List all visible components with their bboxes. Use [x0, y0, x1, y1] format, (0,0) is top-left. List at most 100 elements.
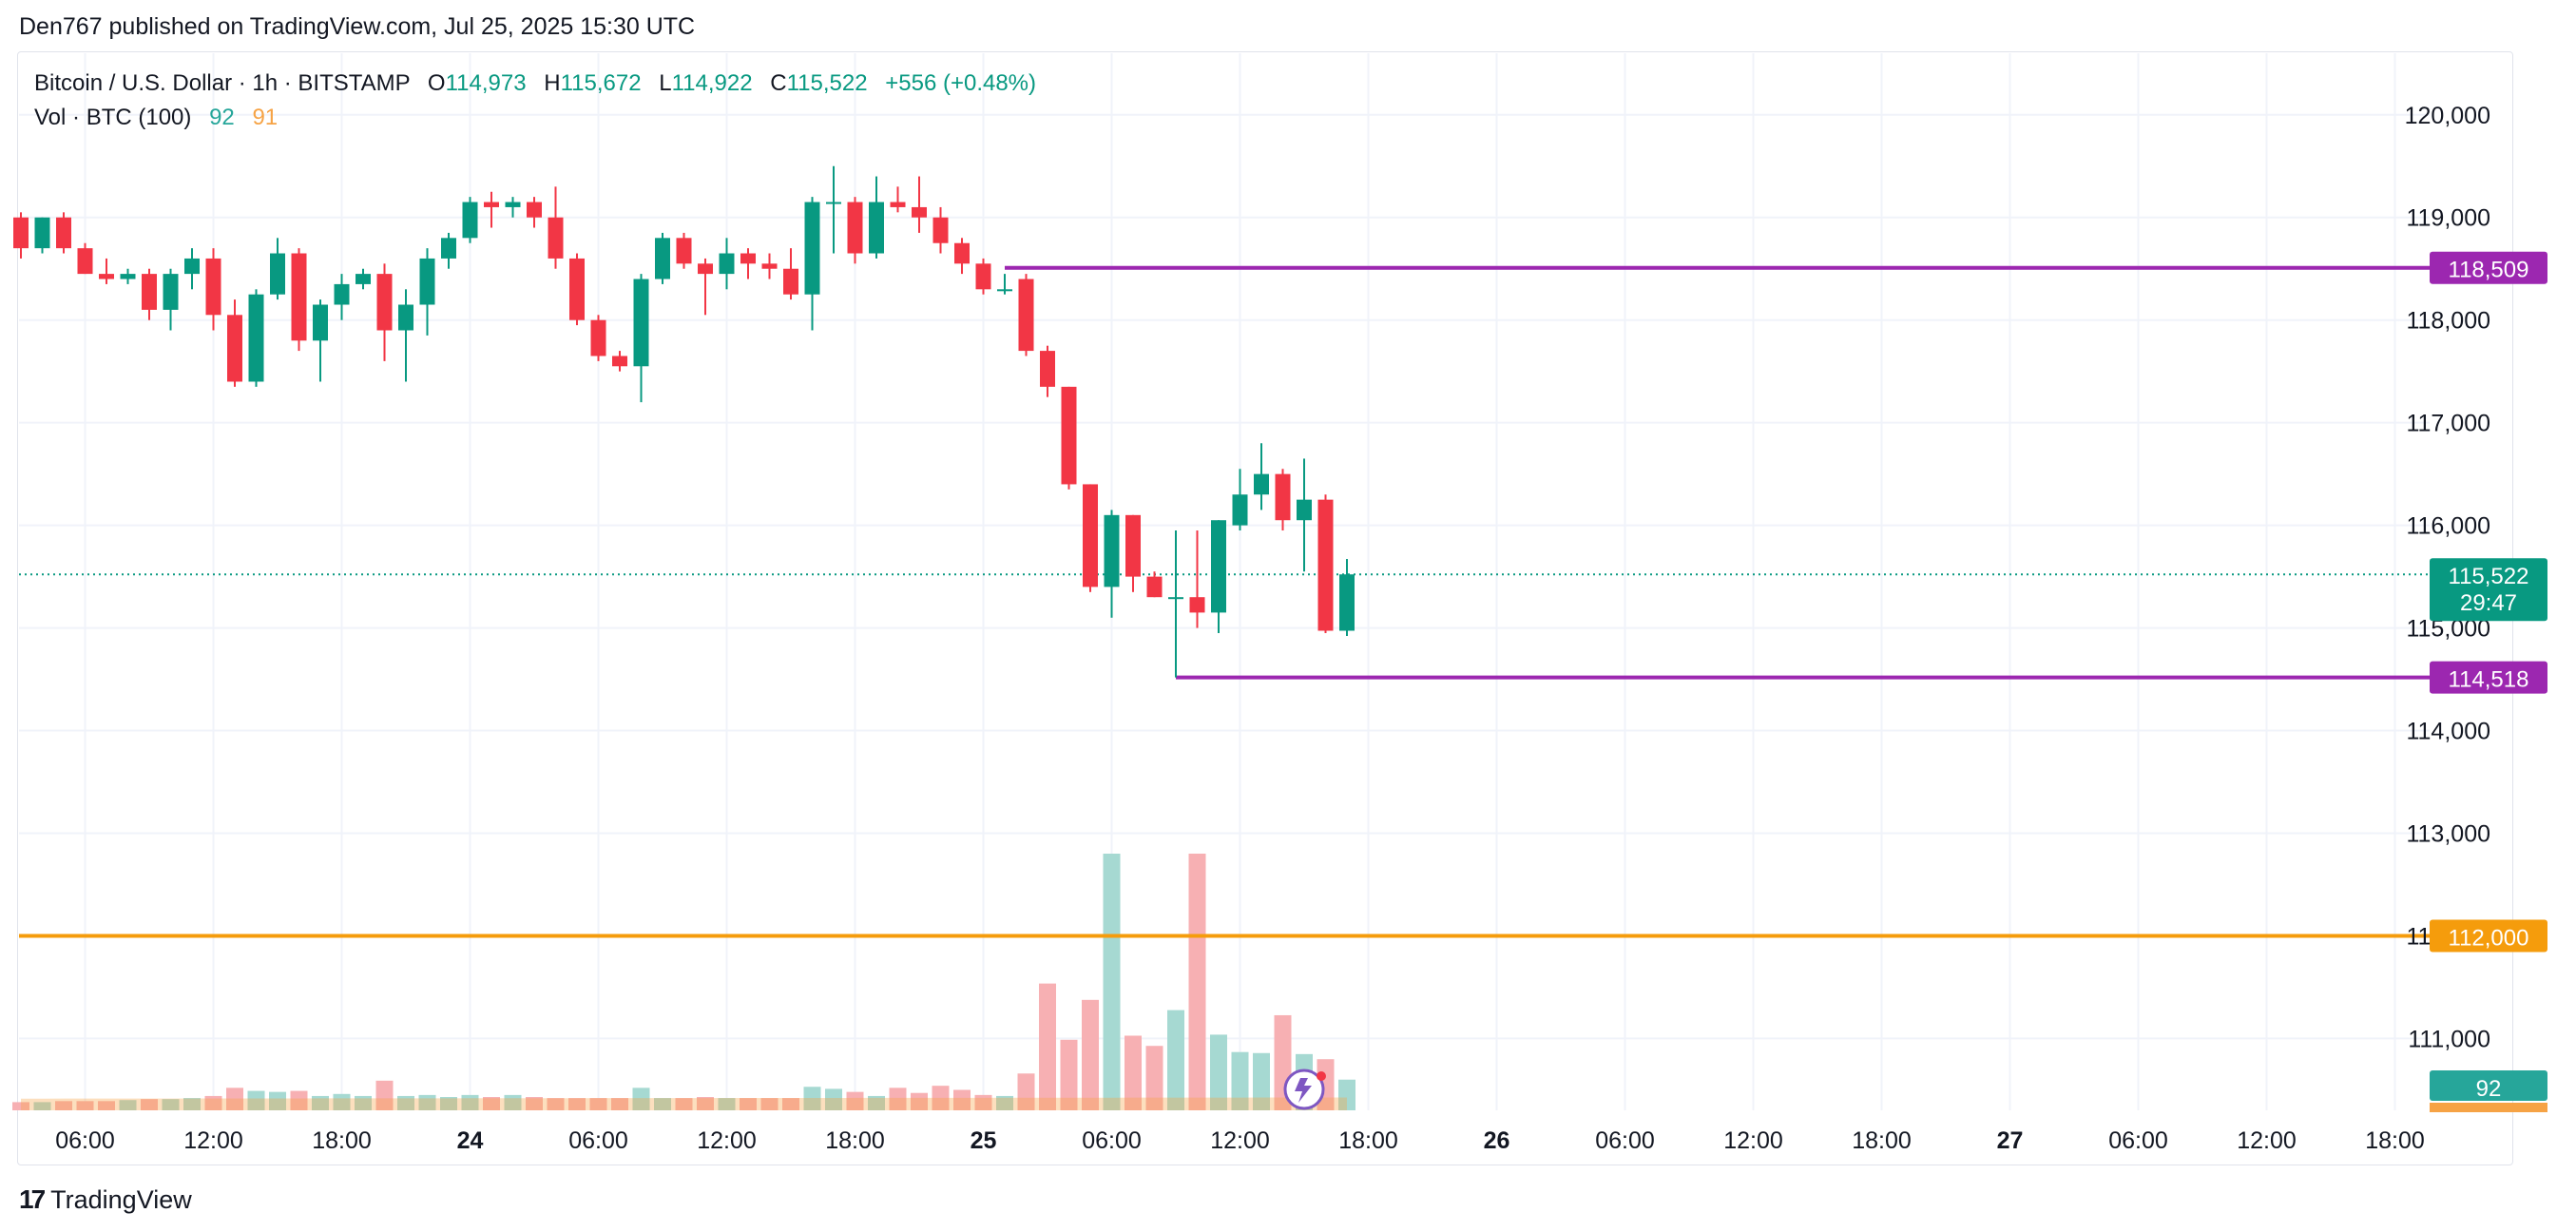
volume-bar	[611, 1098, 628, 1110]
candle-body	[847, 202, 863, 254]
level-badge-support-major-text: 112,000	[2449, 925, 2529, 951]
volume-bar	[333, 1093, 351, 1110]
time-tick-label: 12:00	[1210, 1127, 1270, 1154]
time-tick-label: 25	[971, 1127, 997, 1154]
candle-body	[142, 274, 157, 310]
time-tick-label: 12:00	[183, 1127, 243, 1154]
volume-bar	[418, 1094, 436, 1110]
volume-bar	[1060, 1039, 1078, 1110]
legend-volume-label[interactable]: Vol · BTC (100)	[34, 105, 192, 130]
candle-body	[740, 253, 756, 264]
volume-bar	[1231, 1051, 1249, 1110]
candle-body	[1254, 473, 1269, 495]
candle-body	[120, 274, 136, 279]
time-tick-label: 26	[1484, 1127, 1510, 1154]
volume-bar	[911, 1092, 928, 1110]
candle-body	[975, 263, 991, 290]
volume-bar	[526, 1097, 543, 1110]
candle-body	[932, 217, 949, 243]
candle-body	[1339, 574, 1355, 631]
volume-bar	[1039, 983, 1056, 1110]
candle-body	[633, 279, 649, 367]
price-tick-label: 119,000	[2406, 205, 2490, 232]
volume-bar	[33, 1102, 51, 1110]
candle-body	[527, 202, 542, 218]
candle-body	[1189, 597, 1205, 613]
volume-bar	[12, 1102, 29, 1110]
level-badge-support-low-text: 114,518	[2449, 667, 2529, 693]
time-tick-label: 12:00	[1723, 1127, 1783, 1154]
candle-body	[270, 253, 285, 295]
volume-bar	[312, 1095, 329, 1110]
legend-symbol[interactable]: Bitcoin / U.S. Dollar · 1h · BITSTAMP	[34, 70, 411, 96]
time-axis: 06:00 12:00 18:00 24 06:00 12:00 18:00 25 06:00 1…	[55, 1127, 2425, 1154]
legend-close-label: C	[770, 70, 787, 96]
candle-body	[99, 274, 114, 279]
candle-body	[1125, 514, 1141, 577]
candle-body	[163, 274, 179, 310]
tradingview-mark-icon: 17	[19, 1184, 46, 1214]
time-tick-label: 12:00	[697, 1127, 757, 1154]
volume-bar	[589, 1098, 607, 1110]
volume-bar	[675, 1098, 693, 1110]
price-axis: 120,000119,000118,000117,000116,000115,0…	[2405, 103, 2490, 1053]
volume-bar	[1082, 999, 1099, 1110]
time-tick-label: 06:00	[1595, 1127, 1655, 1154]
volume-bar	[803, 1087, 821, 1110]
volume-bar	[183, 1098, 201, 1110]
candle-body	[356, 274, 371, 284]
candle-body	[77, 248, 93, 275]
candle-body	[912, 206, 927, 218]
candle-body	[1275, 473, 1291, 521]
volume-bar	[632, 1088, 650, 1110]
tradingview-logo[interactable]: 17 TradingView	[19, 1184, 192, 1215]
time-tick-label: 27	[1997, 1127, 2024, 1154]
volume-bar	[76, 1101, 94, 1110]
current-price-badge-text: 115,522	[2449, 564, 2529, 589]
candle-body	[804, 202, 820, 295]
volume-bar	[504, 1094, 522, 1110]
time-tick-label: 12:00	[2237, 1127, 2297, 1154]
volume-bar	[397, 1095, 414, 1110]
current-price-badge-bg	[2430, 558, 2547, 622]
volume-bar	[1125, 1035, 1142, 1110]
candle-body	[227, 315, 242, 382]
legend-open-label: O	[427, 70, 446, 96]
time-tick-label: 18:00	[1852, 1127, 1912, 1154]
volume-bar	[654, 1098, 671, 1110]
volume-bar	[868, 1095, 885, 1110]
volume-badge-bg	[2430, 1070, 2547, 1101]
candle-body	[13, 217, 29, 249]
candle-body	[1211, 520, 1226, 613]
price-tick-label: 120,000	[2405, 103, 2490, 129]
volume-bar	[825, 1088, 842, 1110]
candle-body	[655, 238, 670, 279]
volume-bar	[440, 1097, 457, 1110]
legend-close: 115,522	[786, 70, 868, 96]
volume-bar	[718, 1098, 736, 1110]
legend-low: 114,922	[671, 70, 753, 96]
volume-bar	[1103, 854, 1121, 1110]
volume-bar	[782, 1098, 799, 1110]
candle-body	[1297, 499, 1312, 521]
legend-volume-row: Vol · BTC (100) 92 91	[34, 101, 1036, 135]
assistant-spark-icon[interactable]	[1283, 1068, 1326, 1110]
time-tick-label: 18:00	[2365, 1127, 2425, 1154]
time-tick-label: 18:00	[312, 1127, 372, 1154]
candle-body	[719, 253, 735, 275]
price-tick-label: 114,000	[2406, 719, 2490, 745]
candles	[13, 165, 1355, 678]
candle-body	[398, 304, 413, 331]
candle-body	[890, 202, 906, 207]
volume-bar	[247, 1090, 265, 1110]
time-tick-label: 06:00	[568, 1127, 628, 1154]
level-badge-support-low-bg	[2430, 661, 2547, 694]
time-tick-label: 06:00	[1082, 1127, 1142, 1154]
candle-body	[505, 202, 521, 207]
price-tick-label: 113,000	[2406, 821, 2490, 848]
volume-bar	[269, 1091, 286, 1110]
level-badge-resistance-text: 118,509	[2449, 258, 2529, 283]
volume-bar	[846, 1091, 864, 1110]
